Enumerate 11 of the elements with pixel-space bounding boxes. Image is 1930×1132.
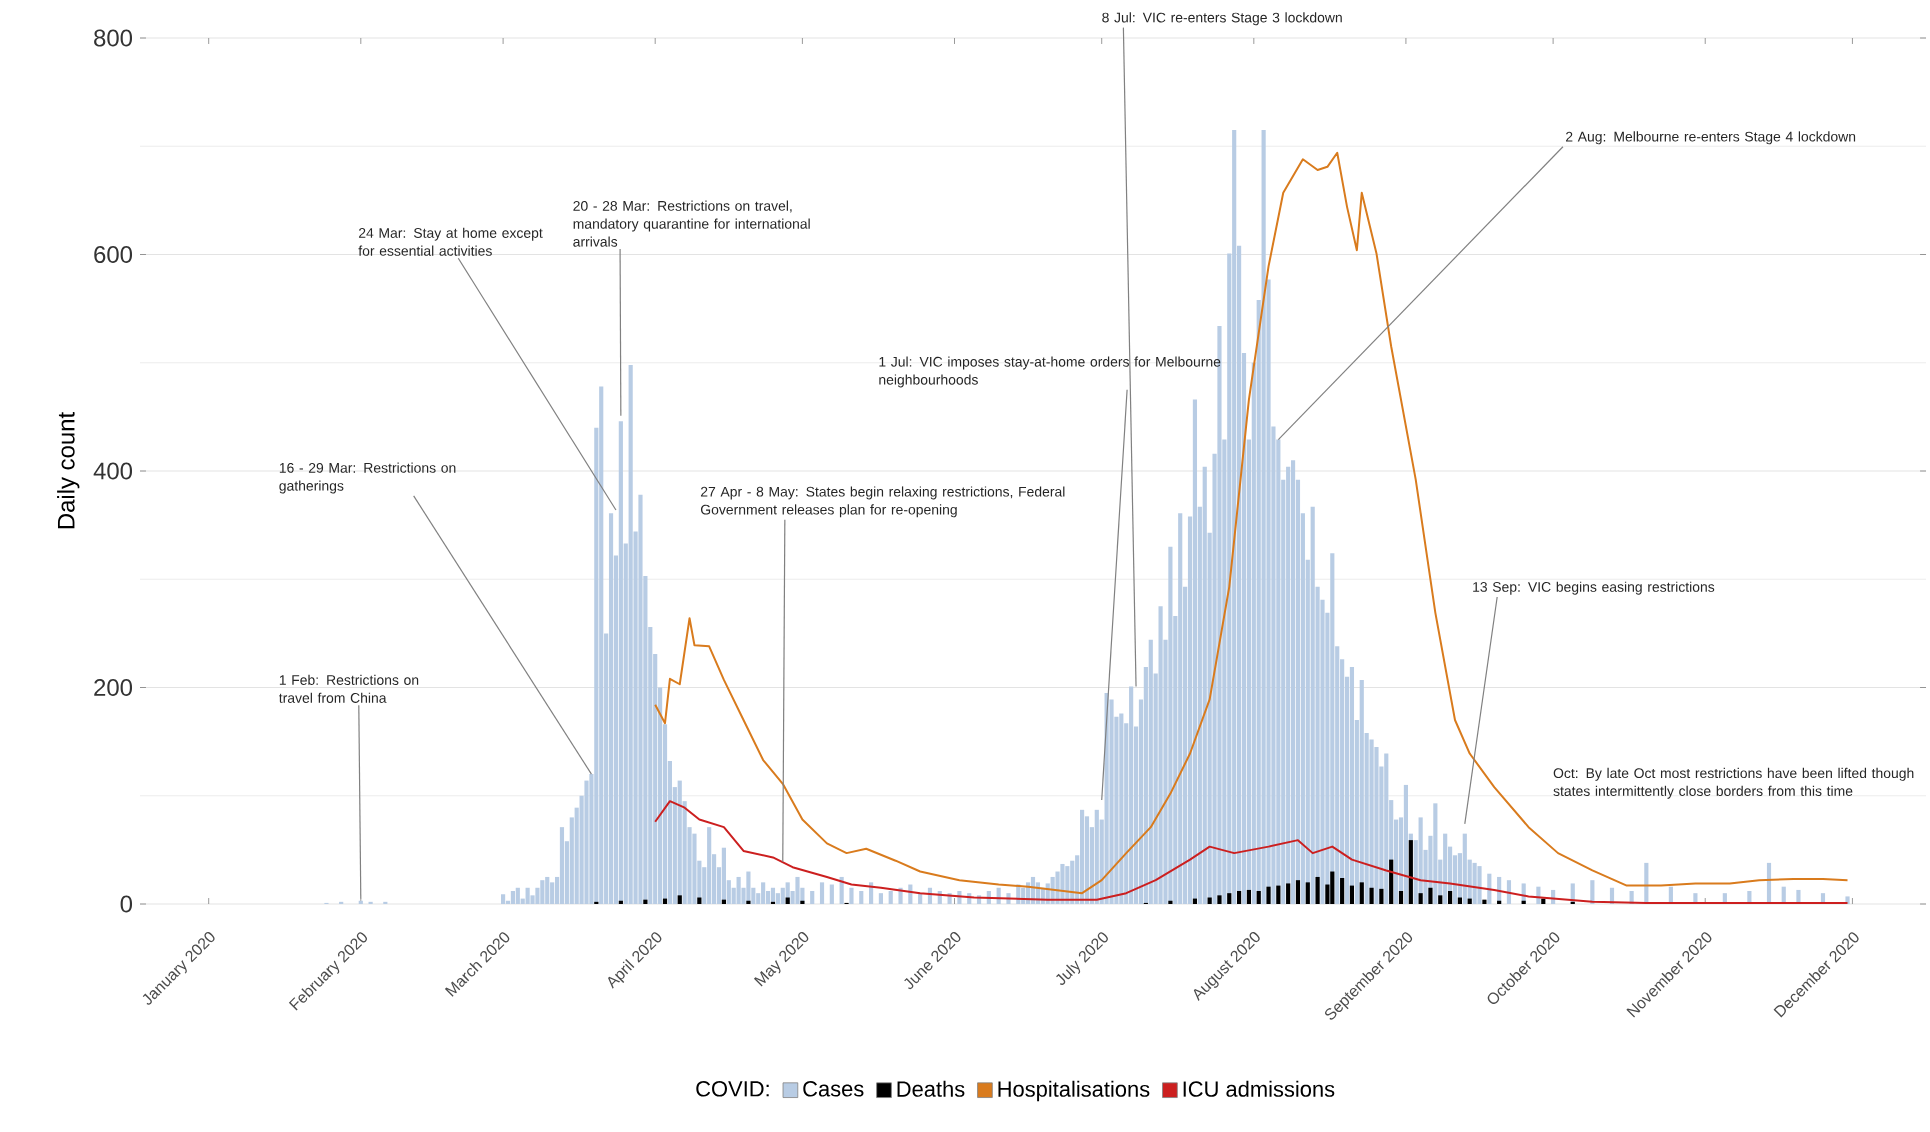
legend-label: Deaths bbox=[897, 1080, 965, 1097]
legend-title: COVID: bbox=[696, 1081, 769, 1097]
y-tick-label: 800 bbox=[94, 29, 133, 47]
y-axis-title: Daily count bbox=[57, 412, 80, 529]
y-tick-label: 200 bbox=[94, 679, 133, 696]
y-tick-label: 0 bbox=[120, 895, 133, 913]
y-tick-label: 400 bbox=[93, 462, 133, 480]
legend-label: Hospitalisations bbox=[998, 1080, 1150, 1102]
y-tick-label: 600 bbox=[94, 246, 133, 263]
legend-label: Cases bbox=[803, 1081, 864, 1097]
legend-label: ICU admissions bbox=[1183, 1080, 1335, 1097]
